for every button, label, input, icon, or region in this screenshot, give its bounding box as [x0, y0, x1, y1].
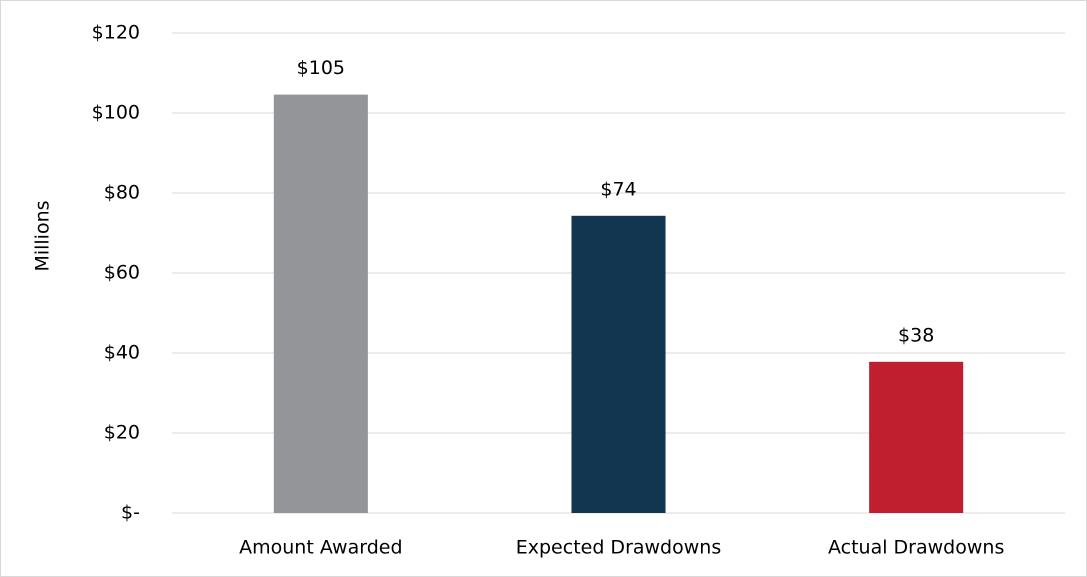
x-tick-label: Amount Awarded	[239, 537, 402, 559]
data-label: $105	[297, 57, 345, 79]
x-tick-label: Actual Drawdowns	[828, 537, 1004, 559]
data-label: $38	[898, 324, 934, 346]
bar	[869, 361, 964, 513]
y-tick-label: $80	[104, 182, 140, 204]
y-tick-label: $120	[92, 22, 140, 44]
y-tick-label: $60	[104, 262, 140, 284]
y-tick-label: $20	[104, 422, 140, 444]
bar	[273, 94, 368, 513]
y-tick-label: $-	[121, 502, 140, 524]
bar	[571, 215, 666, 514]
y-tick-label: $100	[92, 102, 140, 124]
y-tick-label: $40	[104, 342, 140, 364]
data-label: $74	[600, 178, 636, 200]
y-axis-label: Millions	[32, 200, 54, 271]
x-tick-label: Expected Drawdowns	[516, 537, 721, 559]
